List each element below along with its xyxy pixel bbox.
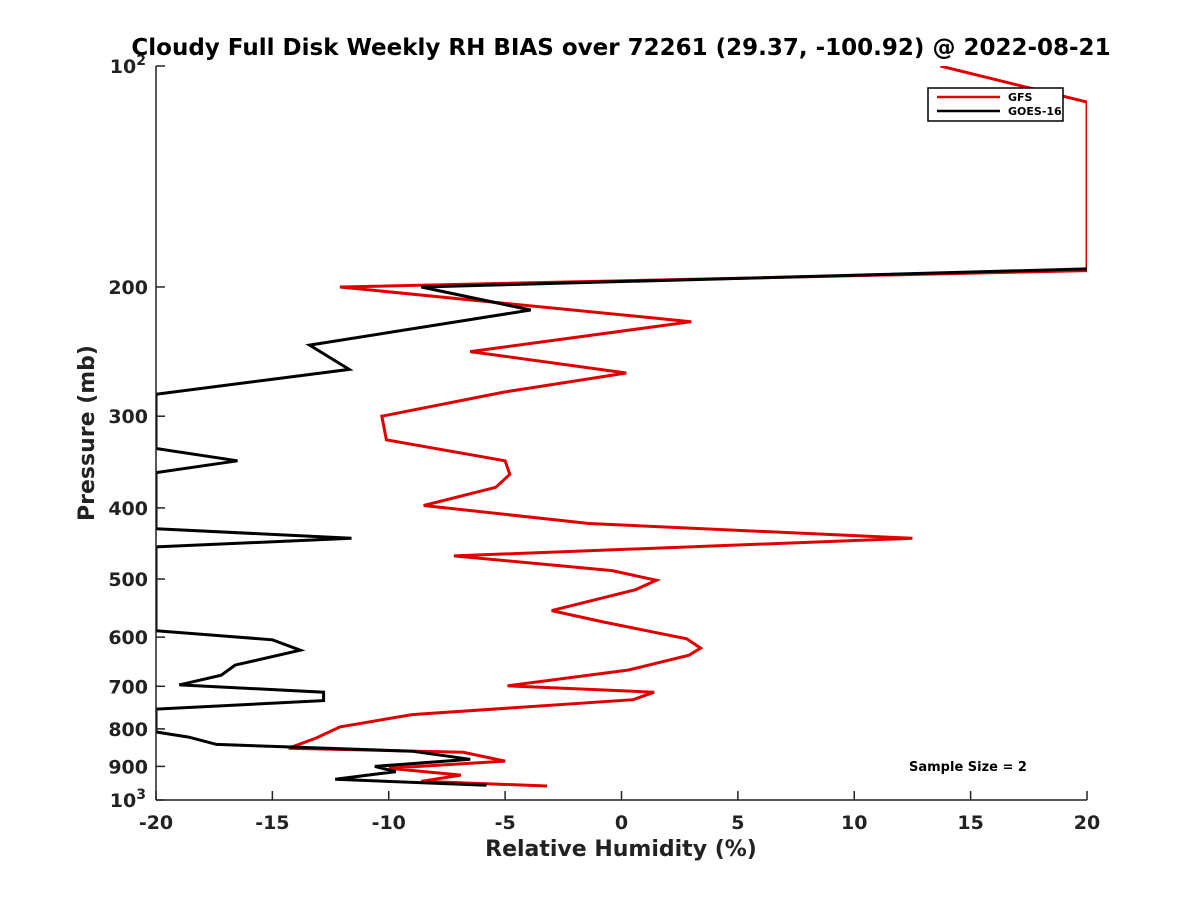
x-tick-label: 10	[841, 812, 867, 834]
y-tick-label: 700	[108, 676, 148, 698]
x-tick-label: 15	[957, 812, 983, 834]
y-tick-label: 200	[108, 277, 148, 299]
legend-label-goes16: GOES-16	[1008, 105, 1062, 118]
x-tick-label: 5	[731, 812, 744, 834]
x-tick-label: -15	[255, 812, 289, 834]
legend-label-gfs: GFS	[1008, 91, 1033, 104]
y-tick-label: 500	[108, 569, 148, 591]
series-line-gfs	[288, 66, 1087, 788]
x-tick-label: -5	[495, 812, 516, 834]
sample-size-annotation: Sample Size = 2	[909, 760, 1027, 775]
legend-box	[927, 87, 1064, 122]
y-axis-label: Pressure (mb)	[75, 345, 100, 521]
x-tick-label: 0	[615, 812, 628, 834]
series-line-goes16	[156, 267, 1087, 787]
y-tick-label: 900	[108, 756, 148, 778]
x-tick-label: -20	[139, 812, 173, 834]
x-axis-label: Relative Humidity (%)	[485, 837, 757, 862]
x-ticks: -20 -15 -10 -5 0 5 10 15 20	[139, 791, 1100, 834]
y-tick-label: 300	[108, 406, 148, 428]
x-tick-label: -10	[372, 812, 406, 834]
x-tick-label: 20	[1074, 812, 1100, 834]
y-tick-label: 800	[108, 719, 148, 741]
chart-title: Cloudy Full Disk Weekly RH BIAS over 722…	[131, 35, 1110, 61]
y-tick-label: 600	[108, 627, 148, 649]
y-tick-label: 103	[110, 787, 146, 812]
y-tick-label: 400	[108, 498, 148, 520]
legend: GFS GOES-16	[927, 87, 1064, 122]
series-layer	[156, 66, 1087, 788]
y-ticks: 102 200 300 400 500 600 700 800 900 103	[108, 53, 165, 812]
y-tick-label: 102	[110, 53, 146, 78]
